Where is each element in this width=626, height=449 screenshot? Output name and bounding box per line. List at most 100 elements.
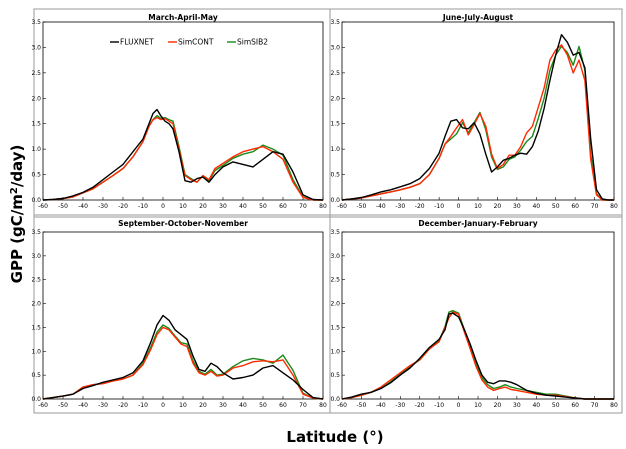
series-line-fluxnet — [341, 34, 614, 201]
y-tick-label: 2.0 — [330, 301, 340, 308]
x-tick-label: -40 — [78, 402, 88, 409]
x-tick-label: 10 — [474, 402, 482, 409]
x-tick-label: -40 — [376, 402, 386, 409]
panel-title: March-April-May — [148, 13, 218, 22]
y-tick-label: 2.0 — [330, 95, 340, 102]
y-tick-label: 0.5 — [31, 172, 41, 179]
y-tick-label: 1.0 — [31, 146, 41, 153]
y-tick-label: 1.5 — [330, 121, 340, 128]
x-tick-label: 80 — [610, 203, 618, 210]
y-tick-label: 1.0 — [330, 146, 340, 153]
x-tick-label: -30 — [395, 203, 405, 210]
y-tick-label: 2.0 — [31, 95, 41, 102]
x-tick-label: 30 — [513, 402, 521, 409]
y-tick-label: 1.5 — [31, 121, 41, 128]
x-tick-label: -30 — [98, 402, 108, 409]
x-tick-label: -20 — [118, 203, 128, 210]
x-tick-label: -60 — [337, 203, 347, 210]
x-tick-label: -60 — [38, 402, 48, 409]
x-axis-title: Latitude (°) — [286, 428, 383, 446]
x-tick-label: 20 — [199, 402, 207, 409]
series-line-simcont — [341, 311, 614, 400]
series-line-simcont — [42, 116, 323, 201]
y-tick-label: 0.5 — [31, 372, 41, 379]
panel-frame — [329, 214, 623, 414]
legend-label-simcont: SimCONT — [178, 38, 214, 47]
plot-area — [42, 231, 324, 400]
x-tick-label: -50 — [58, 203, 68, 210]
x-tick-label: 30 — [219, 203, 227, 210]
x-tick-label: 60 — [279, 402, 287, 409]
x-tick-label: 0 — [161, 203, 165, 210]
x-tick-label: 10 — [179, 203, 187, 210]
x-tick-label: -50 — [357, 203, 367, 210]
x-tick-label: 60 — [571, 402, 579, 409]
y-tick-label: 3.5 — [330, 229, 340, 236]
x-tick-label: 30 — [513, 203, 521, 210]
x-tick-label: 40 — [532, 203, 540, 210]
y-tick-label: 2.5 — [330, 277, 340, 284]
x-tick-label: -30 — [395, 402, 405, 409]
x-tick-label: 20 — [199, 203, 207, 210]
x-tick-label: -10 — [434, 203, 444, 210]
legend-label-fluxnet: FLUXNET — [120, 38, 154, 47]
y-tick-label: 1.5 — [31, 324, 41, 331]
plot-area — [341, 231, 615, 400]
x-tick-label: -10 — [138, 203, 148, 210]
series-line-fluxnet — [42, 108, 324, 201]
series-line-fluxnet — [341, 312, 614, 400]
y-tick-label: 3.0 — [330, 253, 340, 260]
x-tick-label: 80 — [319, 203, 327, 210]
y-axis-title: GPP (gC/m2/day) — [8, 145, 26, 284]
y-tick-label: 3.5 — [31, 229, 41, 236]
series-line-simcont — [341, 44, 614, 201]
y-tick-label: 3.0 — [31, 44, 41, 51]
y-tick-label: 2.5 — [31, 277, 41, 284]
y-tick-label: 3.5 — [31, 19, 41, 26]
x-tick-label: 60 — [571, 203, 579, 210]
x-tick-label: -50 — [357, 402, 367, 409]
x-tick-label: -60 — [38, 203, 48, 210]
x-tick-label: -20 — [415, 203, 425, 210]
chart-panel-4: December-January-February 0.0 0.5 1.0 1.5 2.0… — [329, 214, 623, 414]
plot-area — [341, 21, 615, 201]
x-tick-label: 0 — [457, 402, 461, 409]
y-tick-label: 1.0 — [330, 348, 340, 355]
x-tick-label: 40 — [239, 203, 247, 210]
series-line-simsib2 — [341, 45, 614, 201]
x-tick-label: -60 — [337, 402, 347, 409]
panel-title: June-July-August — [442, 13, 514, 22]
y-tick-label: 0.0 — [31, 197, 41, 204]
x-tick-label: -10 — [434, 402, 444, 409]
legend: FLUXNET SimCONT SimSIB2 — [110, 38, 268, 47]
x-tick-label: 70 — [299, 402, 307, 409]
y-tick-label: 1.5 — [330, 324, 340, 331]
y-tick-label: 0.5 — [330, 172, 340, 179]
x-tick-label: -40 — [78, 203, 88, 210]
x-tick-label: 70 — [591, 203, 599, 210]
x-tick-label: 70 — [591, 402, 599, 409]
x-tick-label: 80 — [610, 402, 618, 409]
chart-panel-1: March-April-May 0.0 0.5 1.0 1.5 2.0 2.5 3.0 3.5 -… — [31, 8, 331, 218]
x-tick-label: -20 — [415, 402, 425, 409]
x-tick-label: -50 — [58, 402, 68, 409]
x-tick-label: 50 — [552, 203, 560, 210]
x-tick-label: 60 — [279, 203, 287, 210]
x-tick-label: 40 — [239, 402, 247, 409]
y-tick-label: 1.0 — [31, 348, 41, 355]
x-tick-label: -30 — [98, 203, 108, 210]
x-tick-label: 10 — [179, 402, 187, 409]
chart-panel-3: September-October-November 0.0 0.5 1.0 1.5 2.… — [31, 214, 331, 414]
x-tick-label: 80 — [319, 402, 327, 409]
y-tick-label: 3.0 — [330, 44, 340, 51]
x-tick-label: 50 — [259, 402, 267, 409]
chart-panel-2: June-July-August 0.0 0.5 1.0 1.5 2.0 2.5 3.0 3.5… — [329, 8, 623, 218]
y-tick-label: 0.0 — [31, 396, 41, 403]
y-tick-label: 3.5 — [330, 19, 340, 26]
x-tick-label: 20 — [494, 402, 502, 409]
x-tick-label: -40 — [376, 203, 386, 210]
y-tick-label: 2.5 — [330, 70, 340, 77]
y-tick-label: 2.0 — [31, 301, 41, 308]
x-tick-label: 40 — [532, 402, 540, 409]
series-line-fluxnet — [42, 314, 324, 400]
